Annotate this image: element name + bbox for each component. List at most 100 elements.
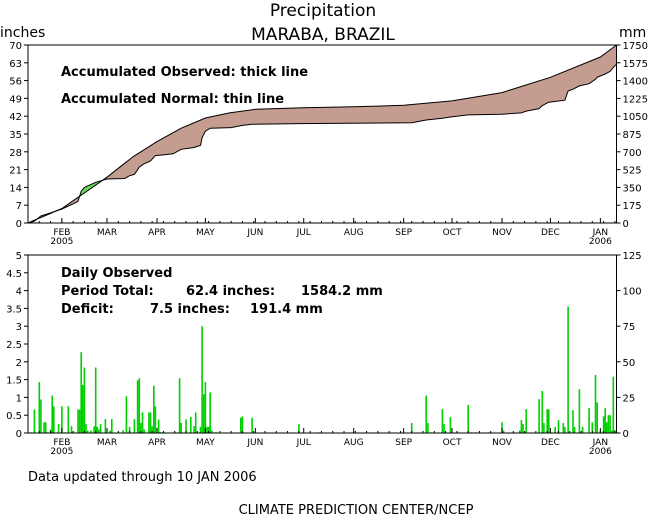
daily-bar [43, 422, 45, 433]
daily-bar [153, 385, 155, 433]
daily-bar [157, 419, 160, 433]
month-label: MAY [196, 228, 215, 238]
right-unit-label: mm [619, 25, 646, 41]
y-tick-label: 1 [16, 393, 22, 404]
daily-bar [148, 412, 150, 433]
y-tick-label: 49 [9, 94, 22, 105]
daily-bar [572, 410, 574, 433]
daily-bar [538, 399, 540, 433]
daily-bar [111, 419, 113, 433]
bottom-plot-frame [27, 254, 617, 434]
y2-tick-label: 1225 [623, 94, 648, 105]
month-label: SEP [395, 228, 412, 238]
daily-bar [199, 426, 202, 433]
daily-bar [209, 392, 211, 433]
daily-bar [109, 430, 111, 433]
daily-bar [427, 423, 429, 433]
daily-bar [519, 430, 521, 433]
y-tick-label: 14 [9, 183, 22, 194]
y2-tick-label: 100 [623, 287, 642, 298]
period-total-label: Period Total: [61, 284, 154, 299]
month-label: FEB [53, 438, 70, 448]
y2-tick-label: 1050 [623, 112, 648, 123]
daily-bar [449, 417, 452, 433]
month-label: OCT [443, 438, 462, 448]
month-label: FEB [53, 228, 70, 238]
chart-title: Precipitation [270, 1, 376, 21]
month-label: JAN [592, 228, 608, 238]
y-tick-label: 0 [16, 219, 22, 230]
daily-bar [591, 422, 594, 433]
daily-bar [501, 422, 503, 433]
y2-tick-label: 1400 [623, 77, 648, 88]
month-label: AUG [344, 438, 364, 448]
daily-bar [596, 402, 598, 433]
y-tick-label: 2 [16, 358, 22, 369]
month-label: JUN [246, 228, 263, 238]
daily-bar [51, 395, 53, 433]
daily-bar [143, 429, 145, 433]
year-label: 2006 [589, 447, 612, 457]
y-tick-label: 5 [16, 251, 22, 262]
daily-bar [588, 408, 590, 433]
daily-bar [77, 409, 79, 433]
year-label: 2006 [589, 237, 612, 247]
y-tick-label: 3.5 [6, 304, 22, 315]
legend-observed: Accumulated Observed: thick line [61, 65, 308, 80]
daily-bar [520, 420, 523, 433]
month-label: APR [148, 438, 166, 448]
y-tick-label: 70 [9, 41, 22, 52]
daily-bar [612, 376, 615, 433]
y-tick-label: 7 [16, 201, 22, 212]
month-label: SEP [395, 438, 412, 448]
y-tick-label: 28 [9, 148, 22, 159]
daily-bar [61, 406, 63, 433]
y-tick-label: 0 [16, 429, 22, 440]
daily-bar [44, 422, 47, 433]
y2-tick-label: 0 [623, 219, 629, 230]
month-label: NOV [492, 228, 513, 238]
period-total-mm: 1584.2 mm [301, 284, 383, 299]
y-tick-label: 21 [9, 166, 22, 177]
month-label: JUL [296, 228, 311, 238]
daily-bar [86, 430, 89, 433]
accumulated-plot: Accumulated Observed: thick line Accumul… [27, 44, 617, 224]
daily-bar [193, 426, 195, 433]
year-label: 2005 [50, 447, 73, 457]
daily-bar [138, 378, 141, 433]
y2-tick-label: 25 [623, 393, 636, 404]
daily-bar [149, 412, 152, 433]
daily-bar [251, 417, 253, 433]
y-tick-label: 42 [9, 112, 22, 123]
daily-bar [178, 378, 181, 433]
daily-bar [201, 326, 203, 433]
daily-bar [80, 352, 82, 433]
accumulated-normal-line [27, 44, 617, 224]
y-tick-label: 2.5 [6, 340, 22, 351]
daily-bar [604, 408, 606, 433]
daily-bar [581, 426, 584, 433]
deficit-inches: 7.5 inches: [150, 302, 230, 317]
accumulated-observed-line [27, 63, 617, 224]
y-tick-label: 1.5 [6, 376, 22, 387]
y2-tick-label: 700 [623, 148, 642, 159]
daily-bar [610, 430, 613, 433]
daily-bar [96, 426, 99, 433]
month-label: JUL [296, 438, 311, 448]
y2-tick-label: 75 [623, 322, 636, 333]
daily-bar [298, 424, 300, 433]
daily-bar [606, 422, 608, 433]
month-label: DEC [541, 228, 560, 238]
y-tick-label: 63 [9, 59, 22, 70]
daily-bar [82, 384, 84, 433]
daily-bar [548, 409, 550, 433]
month-label: NOV [492, 438, 513, 448]
daily-bar [240, 417, 242, 433]
y2-tick-label: 125 [623, 251, 642, 262]
daily-bar [38, 382, 41, 433]
month-label: DEC [541, 438, 560, 448]
daily-bar [57, 424, 60, 433]
daily-bar [94, 367, 97, 433]
daily-bar [98, 429, 100, 433]
